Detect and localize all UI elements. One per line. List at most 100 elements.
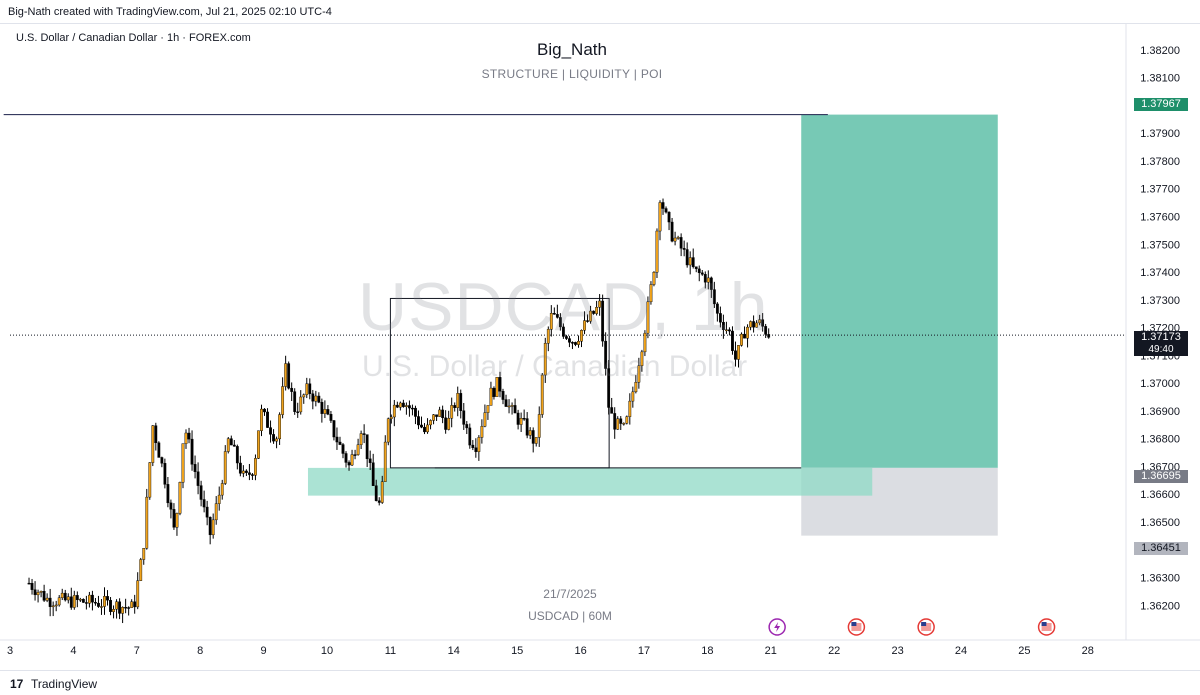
tradingview-brand[interactable]: TradingView bbox=[31, 677, 98, 691]
price-tick-label: 1.37900 bbox=[1140, 128, 1180, 140]
candle-body bbox=[229, 438, 233, 446]
tradingview-logo-icon[interactable]: 17 bbox=[10, 677, 24, 691]
candle-body bbox=[148, 462, 152, 498]
candle-body bbox=[133, 601, 137, 608]
candle-body bbox=[287, 363, 291, 389]
candle bbox=[296, 402, 300, 418]
candle-body bbox=[441, 409, 445, 419]
candle-body bbox=[398, 402, 402, 408]
price-tick-label: 1.37600 bbox=[1140, 212, 1180, 224]
candle bbox=[272, 429, 275, 444]
candle-body bbox=[604, 340, 608, 369]
candle bbox=[341, 443, 345, 459]
candle-body bbox=[601, 300, 605, 342]
candle bbox=[33, 581, 37, 601]
candle bbox=[344, 451, 348, 468]
candle-body bbox=[305, 383, 309, 396]
candle bbox=[401, 399, 405, 408]
candle bbox=[72, 590, 76, 610]
candle bbox=[498, 371, 502, 398]
candle-body bbox=[616, 418, 620, 430]
candles bbox=[27, 198, 771, 624]
candle-body bbox=[63, 592, 67, 601]
candle bbox=[205, 500, 209, 526]
candle bbox=[537, 406, 541, 447]
candle-body bbox=[311, 393, 315, 402]
candle bbox=[670, 217, 674, 243]
chart-frame[interactable]: 1.382001.381001.380001.379001.378001.377… bbox=[0, 24, 1200, 670]
candle-body bbox=[208, 516, 212, 536]
candle bbox=[646, 296, 650, 339]
candle bbox=[97, 595, 100, 608]
candle-body bbox=[679, 237, 683, 249]
candle bbox=[456, 386, 460, 417]
candle-body bbox=[546, 329, 550, 344]
candle bbox=[118, 598, 121, 620]
candle-body bbox=[103, 596, 106, 607]
candle-body bbox=[709, 277, 713, 290]
candle-body bbox=[444, 417, 448, 430]
candle-body bbox=[595, 307, 599, 314]
symbol-info[interactable]: U.S. Dollar / Canadian Dollar · 1h · FOR… bbox=[16, 32, 251, 44]
price-chart[interactable]: 1.382001.381001.380001.379001.378001.377… bbox=[0, 24, 1200, 670]
candle bbox=[616, 416, 620, 430]
candle bbox=[66, 593, 70, 604]
candle-body bbox=[36, 592, 40, 596]
candle bbox=[181, 443, 185, 489]
candle bbox=[589, 305, 592, 324]
candle bbox=[764, 323, 768, 338]
candle-body bbox=[106, 596, 109, 601]
candle bbox=[160, 456, 164, 468]
candle bbox=[634, 375, 638, 394]
candle-body bbox=[555, 314, 559, 318]
candle-body bbox=[676, 237, 680, 239]
candle-body bbox=[27, 582, 31, 585]
candle bbox=[592, 310, 595, 315]
entry-price-badge: 1.36695 bbox=[1134, 470, 1188, 483]
candle-body bbox=[734, 350, 737, 360]
candle bbox=[601, 294, 605, 347]
candle bbox=[332, 420, 336, 441]
flag-canton bbox=[1041, 622, 1047, 626]
candle bbox=[269, 420, 272, 443]
candle-body bbox=[501, 391, 505, 400]
candle bbox=[281, 377, 285, 419]
candle bbox=[130, 599, 134, 609]
candle bbox=[438, 406, 442, 417]
candle bbox=[595, 300, 599, 316]
candle-body bbox=[193, 464, 197, 472]
candle bbox=[48, 588, 52, 617]
candle-body bbox=[94, 602, 97, 604]
candle-body bbox=[628, 400, 632, 417]
watermark-description: U.S. Dollar / Canadian Dollar bbox=[362, 350, 748, 383]
candle bbox=[220, 479, 224, 500]
candle bbox=[75, 591, 79, 608]
target-zone bbox=[801, 114, 998, 468]
candle-body bbox=[625, 416, 629, 424]
time-tick-label: 24 bbox=[955, 645, 967, 657]
candle-body bbox=[377, 500, 381, 503]
candle-body bbox=[323, 409, 327, 414]
candle-body bbox=[299, 396, 303, 413]
candle-body bbox=[737, 345, 740, 360]
candle-body bbox=[332, 420, 336, 438]
candle-body bbox=[537, 414, 541, 438]
candle-body bbox=[577, 341, 580, 345]
price-tick-label: 1.37800 bbox=[1140, 156, 1180, 168]
candle bbox=[423, 423, 426, 435]
candle-body bbox=[248, 472, 251, 475]
candle-body bbox=[643, 332, 647, 353]
candle bbox=[610, 397, 614, 414]
candle-body bbox=[486, 405, 490, 413]
time-tick-label: 11 bbox=[385, 645, 396, 657]
candle-body bbox=[39, 591, 43, 593]
candle bbox=[202, 490, 206, 513]
candle-body bbox=[685, 249, 689, 266]
candle-body bbox=[637, 365, 641, 383]
time-tick-label: 17 bbox=[638, 645, 650, 657]
candle bbox=[414, 405, 417, 425]
candle bbox=[734, 341, 737, 367]
candle bbox=[347, 460, 351, 471]
candle bbox=[758, 314, 762, 326]
candle-body bbox=[145, 496, 149, 549]
